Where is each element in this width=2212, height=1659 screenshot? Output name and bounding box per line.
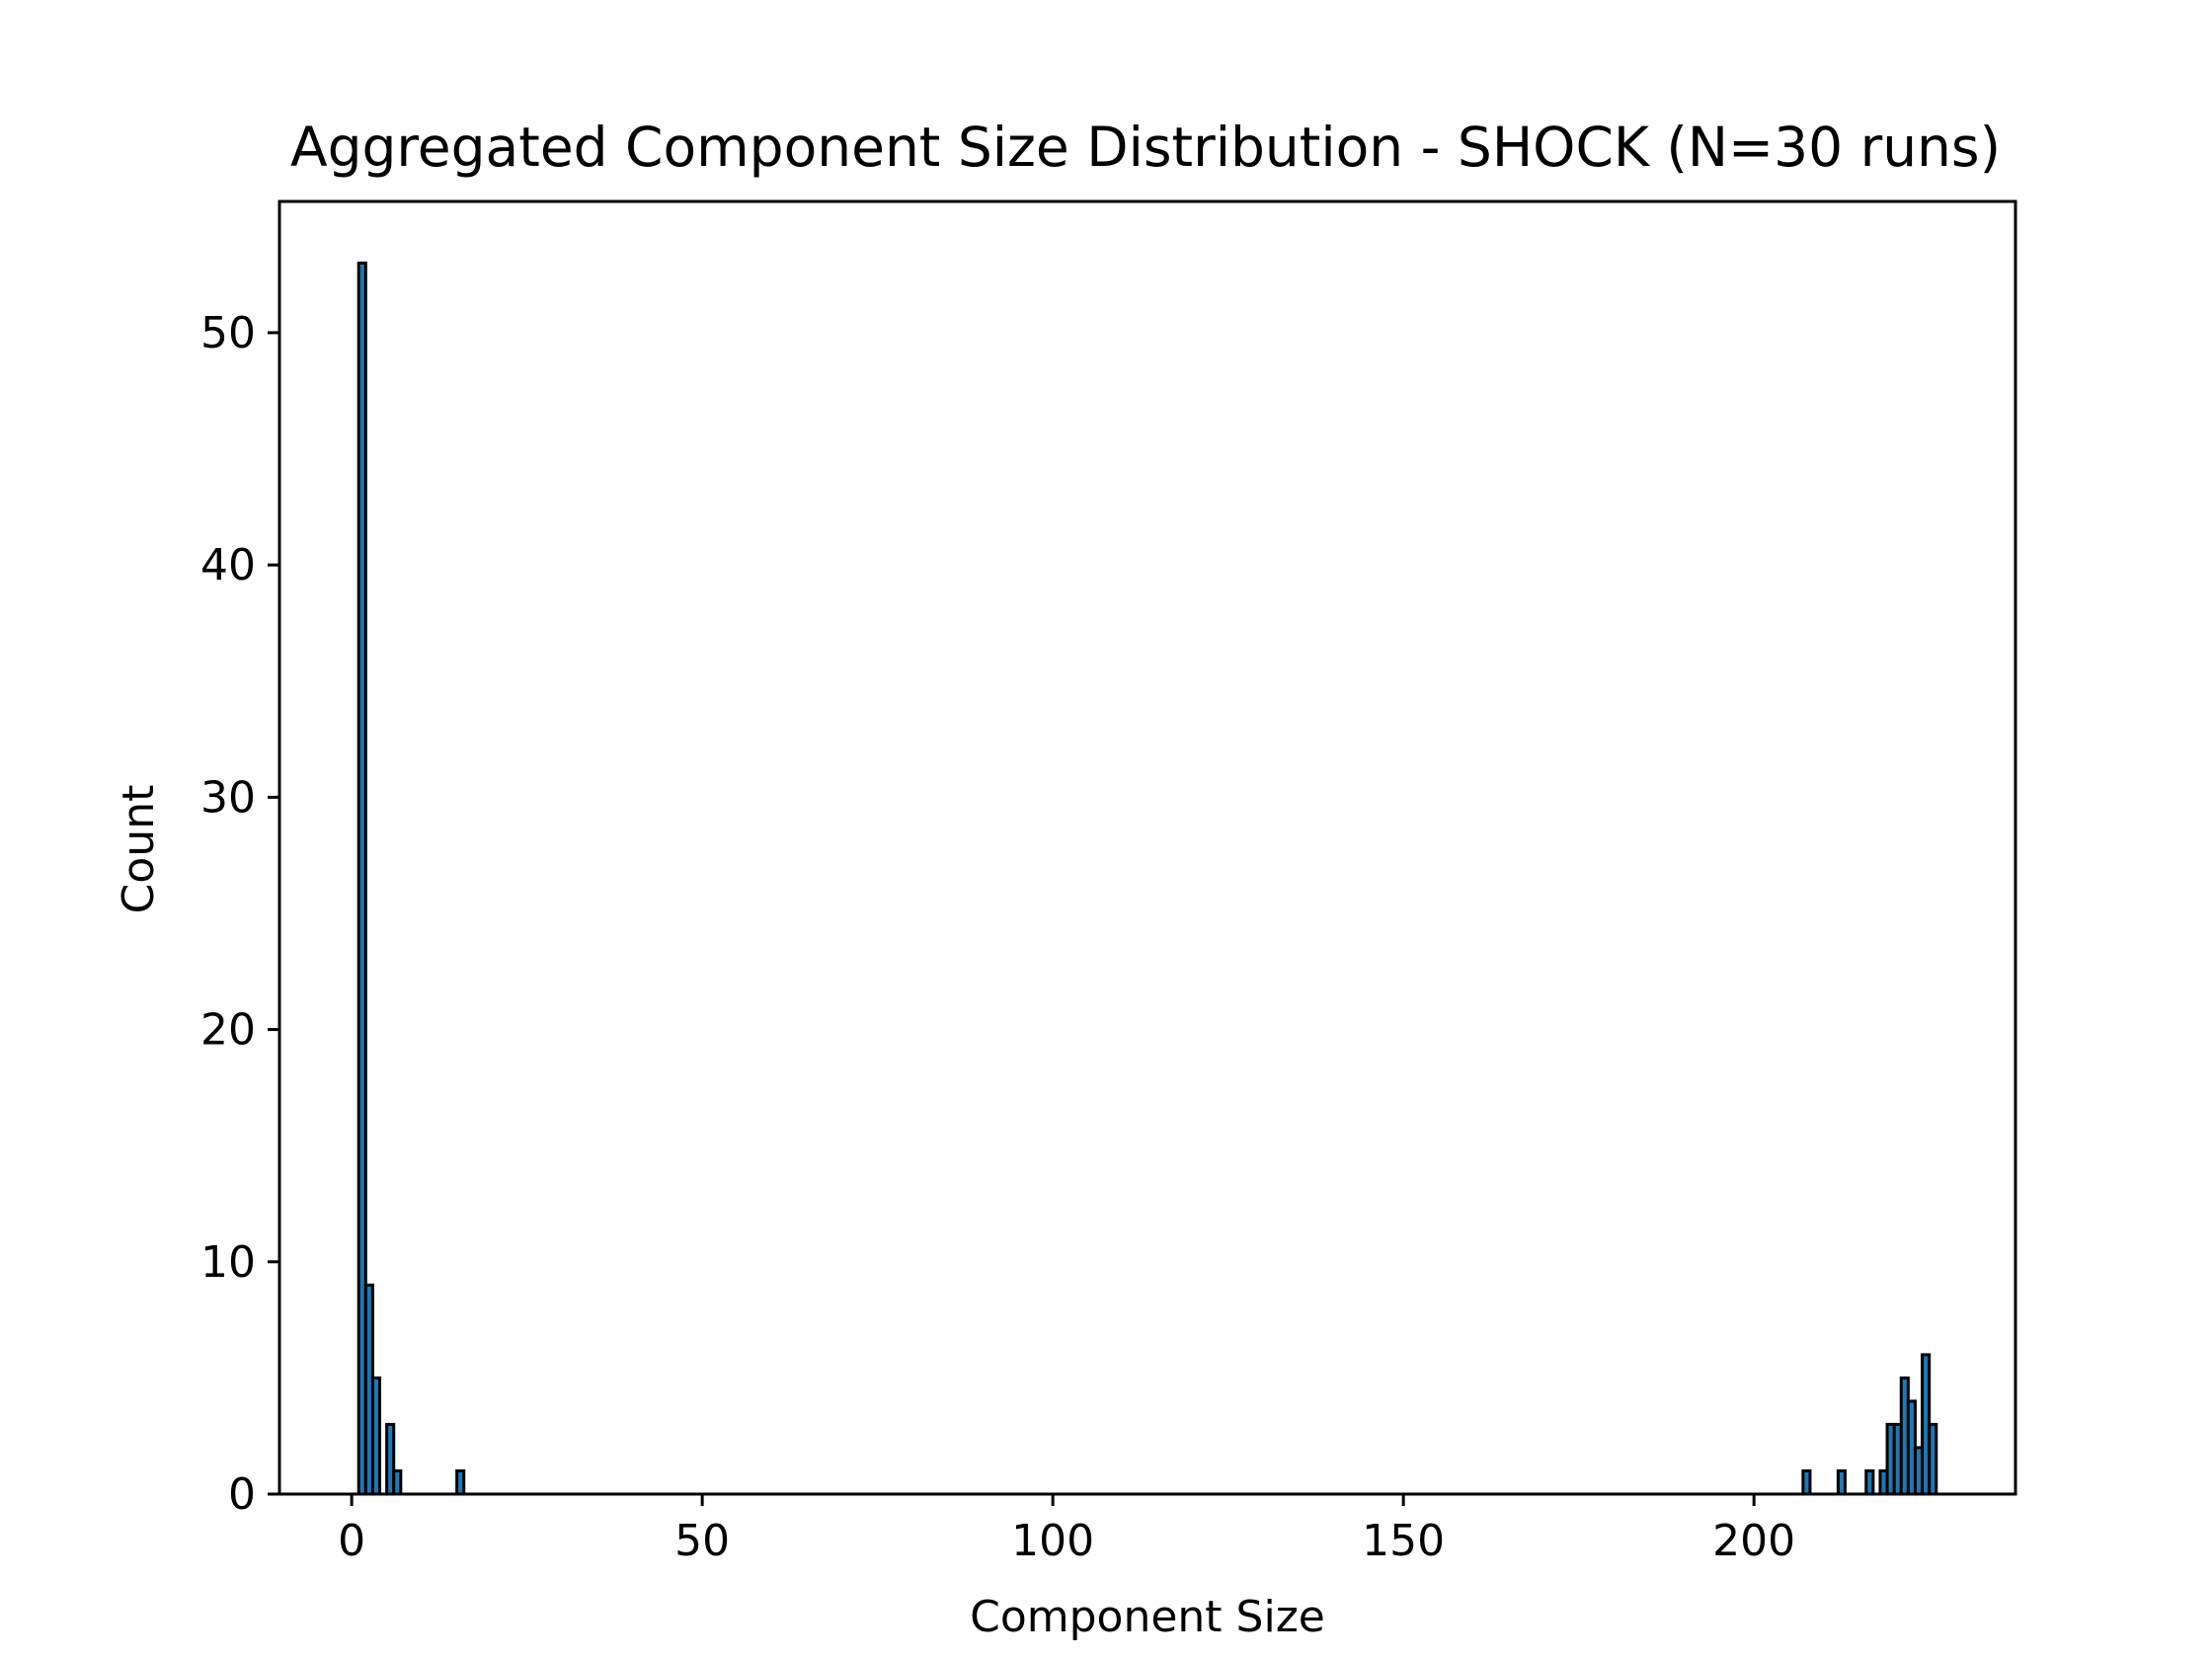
x-axis-label: Component Size xyxy=(970,1592,1325,1642)
histogram-bar xyxy=(370,1376,382,1496)
x-tick-label: 200 xyxy=(1712,1516,1795,1566)
histogram-bar xyxy=(1836,1468,1847,1496)
y-tick-label: 50 xyxy=(200,308,256,358)
x-tick-label: 50 xyxy=(674,1516,730,1566)
y-tick-label: 0 xyxy=(228,1469,256,1520)
y-tick-label: 30 xyxy=(200,772,256,823)
y-axis-label: Count xyxy=(114,785,164,914)
plot-frame xyxy=(277,199,2017,1496)
y-tick-label: 40 xyxy=(200,540,256,591)
chart-title: Aggregated Component Size Distribution -… xyxy=(290,116,2001,179)
histogram-bar xyxy=(1928,1422,1938,1496)
y-tick-label: 20 xyxy=(200,1005,256,1056)
histogram-bar xyxy=(455,1468,466,1496)
x-tick-label: 0 xyxy=(338,1516,365,1566)
y-tick-label: 10 xyxy=(200,1237,256,1288)
x-ticks-group: 0 50 100 150 200 xyxy=(338,1494,1795,1566)
histogram-bar xyxy=(1801,1468,1812,1496)
x-tick-label: 150 xyxy=(1362,1516,1445,1566)
histogram-bar xyxy=(392,1468,403,1496)
bars-group xyxy=(356,261,1938,1496)
x-tick-label: 100 xyxy=(1011,1516,1094,1566)
y-ticks-group: 0 10 20 30 40 50 xyxy=(200,308,279,1520)
histogram-bar xyxy=(1864,1468,1875,1496)
